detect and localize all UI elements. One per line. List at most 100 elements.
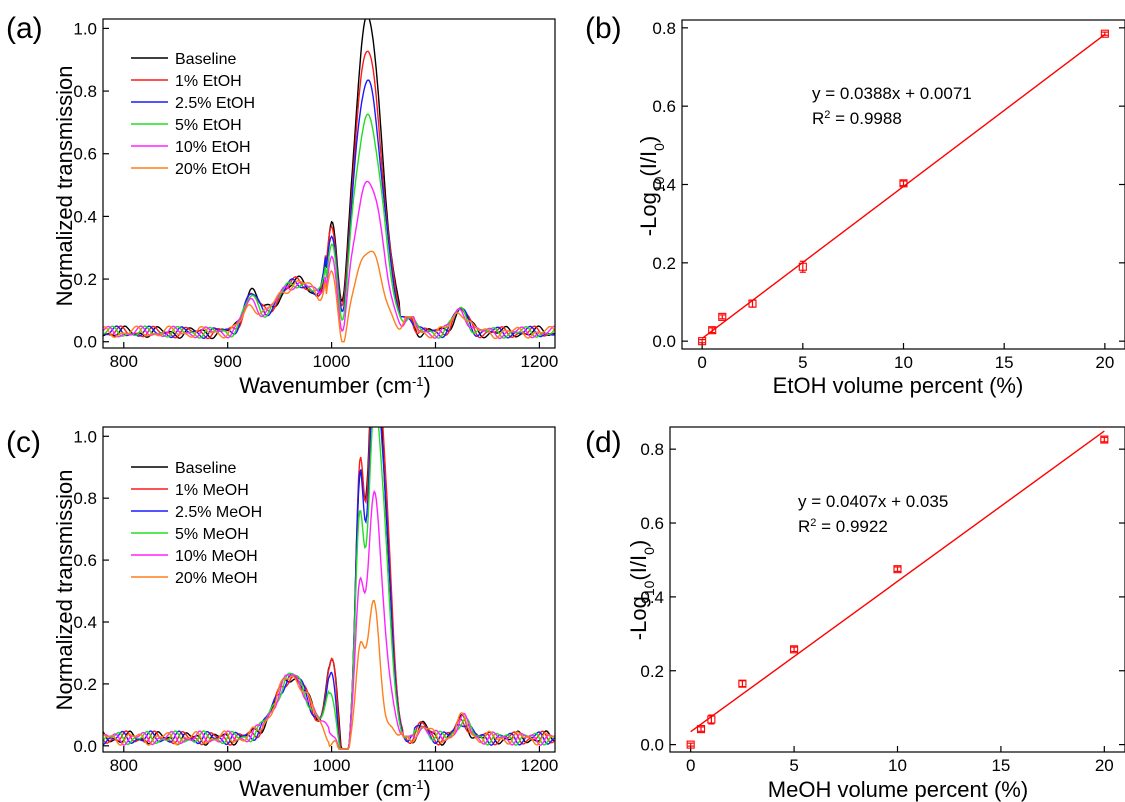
- panel-c-spectra-meoh: (c) Normalized transmission Wavenumber (…: [6, 426, 558, 801]
- panel-c-xlabel: Wavenumber (cm-1): [239, 776, 431, 801]
- data-point: [707, 715, 716, 724]
- panel-a-plot-layer: 800 900 1000 1100 1200 0.0 0.2 0.4 0.6 0.8 1.0: [73, 19, 558, 371]
- panel-d-fit-equation: y = 0.0407x + 0.035: [798, 492, 948, 511]
- x-tick-label: 10: [888, 756, 907, 775]
- x-tick-label: 1100: [417, 756, 454, 775]
- series-line: [103, 79, 555, 340]
- data-point: [893, 565, 902, 574]
- y-tick-label: 0.0: [652, 332, 676, 351]
- x-tick-label: 15: [995, 353, 1014, 372]
- y-tick-label: 0.4: [640, 588, 664, 607]
- legend-label: Baseline: [175, 460, 236, 477]
- panel-d-xlabel: MeOH volume percent (%): [768, 777, 1028, 802]
- data-point: [698, 337, 707, 346]
- data-point: [899, 179, 908, 188]
- data-point: [790, 645, 799, 654]
- panel-b-xlabel: EtOH volume percent (%): [773, 373, 1024, 398]
- legend-label: Baseline: [175, 51, 236, 68]
- panel-d-calibration-meoh: (d) -Log10(I/I0) MeOH volume percent (%)…: [585, 426, 1125, 802]
- panel-b-axes-frame: [681, 19, 1125, 350]
- x-tick-label: 5: [798, 353, 807, 372]
- y-tick-label: 0.8: [652, 19, 676, 38]
- y-tick-label: 1.0: [73, 427, 97, 446]
- y-tick-label: 0.6: [73, 551, 97, 570]
- y-tick-label: 0.2: [652, 254, 676, 273]
- y-tick-label: 0.8: [640, 440, 664, 459]
- y-tick-label: 0.6: [73, 145, 97, 164]
- panel-c-plot-layer: 800 900 1000 1100 1200 0.0 0.2 0.4 0.6 0.8 1.0: [73, 427, 558, 775]
- y-tick-label: 0.0: [640, 736, 664, 755]
- y-tick-label: 0.4: [73, 207, 97, 226]
- panel-b-plot-layer: 0 5 10 15 20 0.0 0.2 0.4 0.6 0.8: [652, 19, 1125, 372]
- x-tick-label: 1200: [520, 756, 558, 775]
- y-tick-label: 0.4: [652, 176, 676, 195]
- series-line: [103, 250, 555, 343]
- panel-a-xlabel: Wavenumber (cm-1): [239, 373, 431, 398]
- panel-c-legend: Baseline 1% MeOH 2.5% MeOH 5% MeOH 10% MeOH 2…: [131, 460, 262, 587]
- panel-a-ylabel: Normalized transmission: [52, 66, 77, 307]
- y-tick-label: 0.8: [73, 82, 97, 101]
- fit-line: [690, 430, 1105, 733]
- x-tick-label: 1000: [313, 352, 351, 371]
- data-point: [798, 262, 807, 271]
- panel-d-plot-layer: 0 5 10 15 20 0.0 0.2 0.4 0.6 0.8: [640, 430, 1125, 775]
- series-line: [103, 427, 555, 750]
- x-tick-label: 900: [214, 756, 242, 775]
- x-tick-label: 1000: [313, 756, 351, 775]
- x-tick-label: 20: [1095, 756, 1114, 775]
- legend-label: 10% MeOH: [175, 548, 258, 565]
- y-tick-label: 0.0: [73, 333, 97, 352]
- y-tick-label: 0.2: [73, 675, 97, 694]
- series-line: [103, 427, 555, 750]
- x-tick-label: 5: [789, 756, 798, 775]
- legend-label: 2.5% MeOH: [175, 504, 262, 521]
- y-tick-label: 0.6: [640, 514, 664, 533]
- panel-c-label: (c): [6, 426, 41, 459]
- panel-b-fit-equation: y = 0.0388x + 0.0071: [812, 84, 972, 103]
- legend-label: 20% EtOH: [175, 161, 251, 178]
- panel-c-ylabel: Normalized transmission: [52, 470, 77, 711]
- panel-b-calibration-etoh: (b) -Log10(I/I0) EtOH volume percent (%)…: [585, 12, 1125, 398]
- y-tick-label: 0.8: [73, 489, 97, 508]
- legend-label: 1% MeOH: [175, 482, 249, 499]
- x-tick-label: 0: [697, 353, 706, 372]
- data-point: [708, 326, 717, 335]
- panel-a-spectra-etoh: (a) Normalized transmission Wavenumber (…: [6, 12, 558, 398]
- data-point: [686, 740, 695, 749]
- series-line: [103, 113, 555, 339]
- x-tick-label: 1100: [417, 352, 454, 371]
- data-point: [748, 299, 757, 308]
- panel-d-label: (d): [585, 426, 622, 459]
- x-tick-label: 800: [110, 352, 138, 371]
- panel-a-axes-frame: [102, 18, 556, 349]
- panel-b-ylabel: -Log10(I/I0): [636, 136, 667, 236]
- series-line: [103, 600, 555, 750]
- x-tick-label: 15: [991, 756, 1010, 775]
- data-point: [1100, 29, 1109, 38]
- series-line: [103, 180, 555, 340]
- legend-label: 1% EtOH: [175, 73, 242, 90]
- panel-c-axes-frame: [102, 426, 556, 753]
- data-point: [718, 312, 727, 321]
- legend-label: 20% MeOH: [175, 570, 258, 587]
- x-tick-label: 900: [214, 352, 242, 371]
- x-tick-label: 20: [1095, 353, 1114, 372]
- panel-b-r-squared: R2 = 0.9988: [812, 109, 902, 128]
- series-line: [103, 50, 555, 340]
- x-tick-label: 10: [894, 353, 913, 372]
- legend-label: 2.5% EtOH: [175, 95, 255, 112]
- y-tick-label: 0.2: [73, 270, 97, 289]
- legend-label: 5% EtOH: [175, 117, 242, 134]
- panel-a-label: (a): [6, 12, 43, 45]
- panel-d-ylabel: -Log10(I/I0): [626, 540, 657, 640]
- x-tick-label: 1200: [520, 352, 558, 371]
- y-tick-label: 0.2: [640, 662, 664, 681]
- y-tick-label: 0.4: [73, 613, 97, 632]
- x-tick-label: 800: [110, 756, 138, 775]
- data-point: [1100, 435, 1109, 444]
- series-line: [103, 489, 555, 750]
- y-tick-label: 1.0: [73, 19, 97, 38]
- panel-a-legend: Baseline 1% EtOH 2.5% EtOH 5% EtOH 10% EtOH 2…: [131, 51, 255, 178]
- y-tick-label: 0.6: [652, 97, 676, 116]
